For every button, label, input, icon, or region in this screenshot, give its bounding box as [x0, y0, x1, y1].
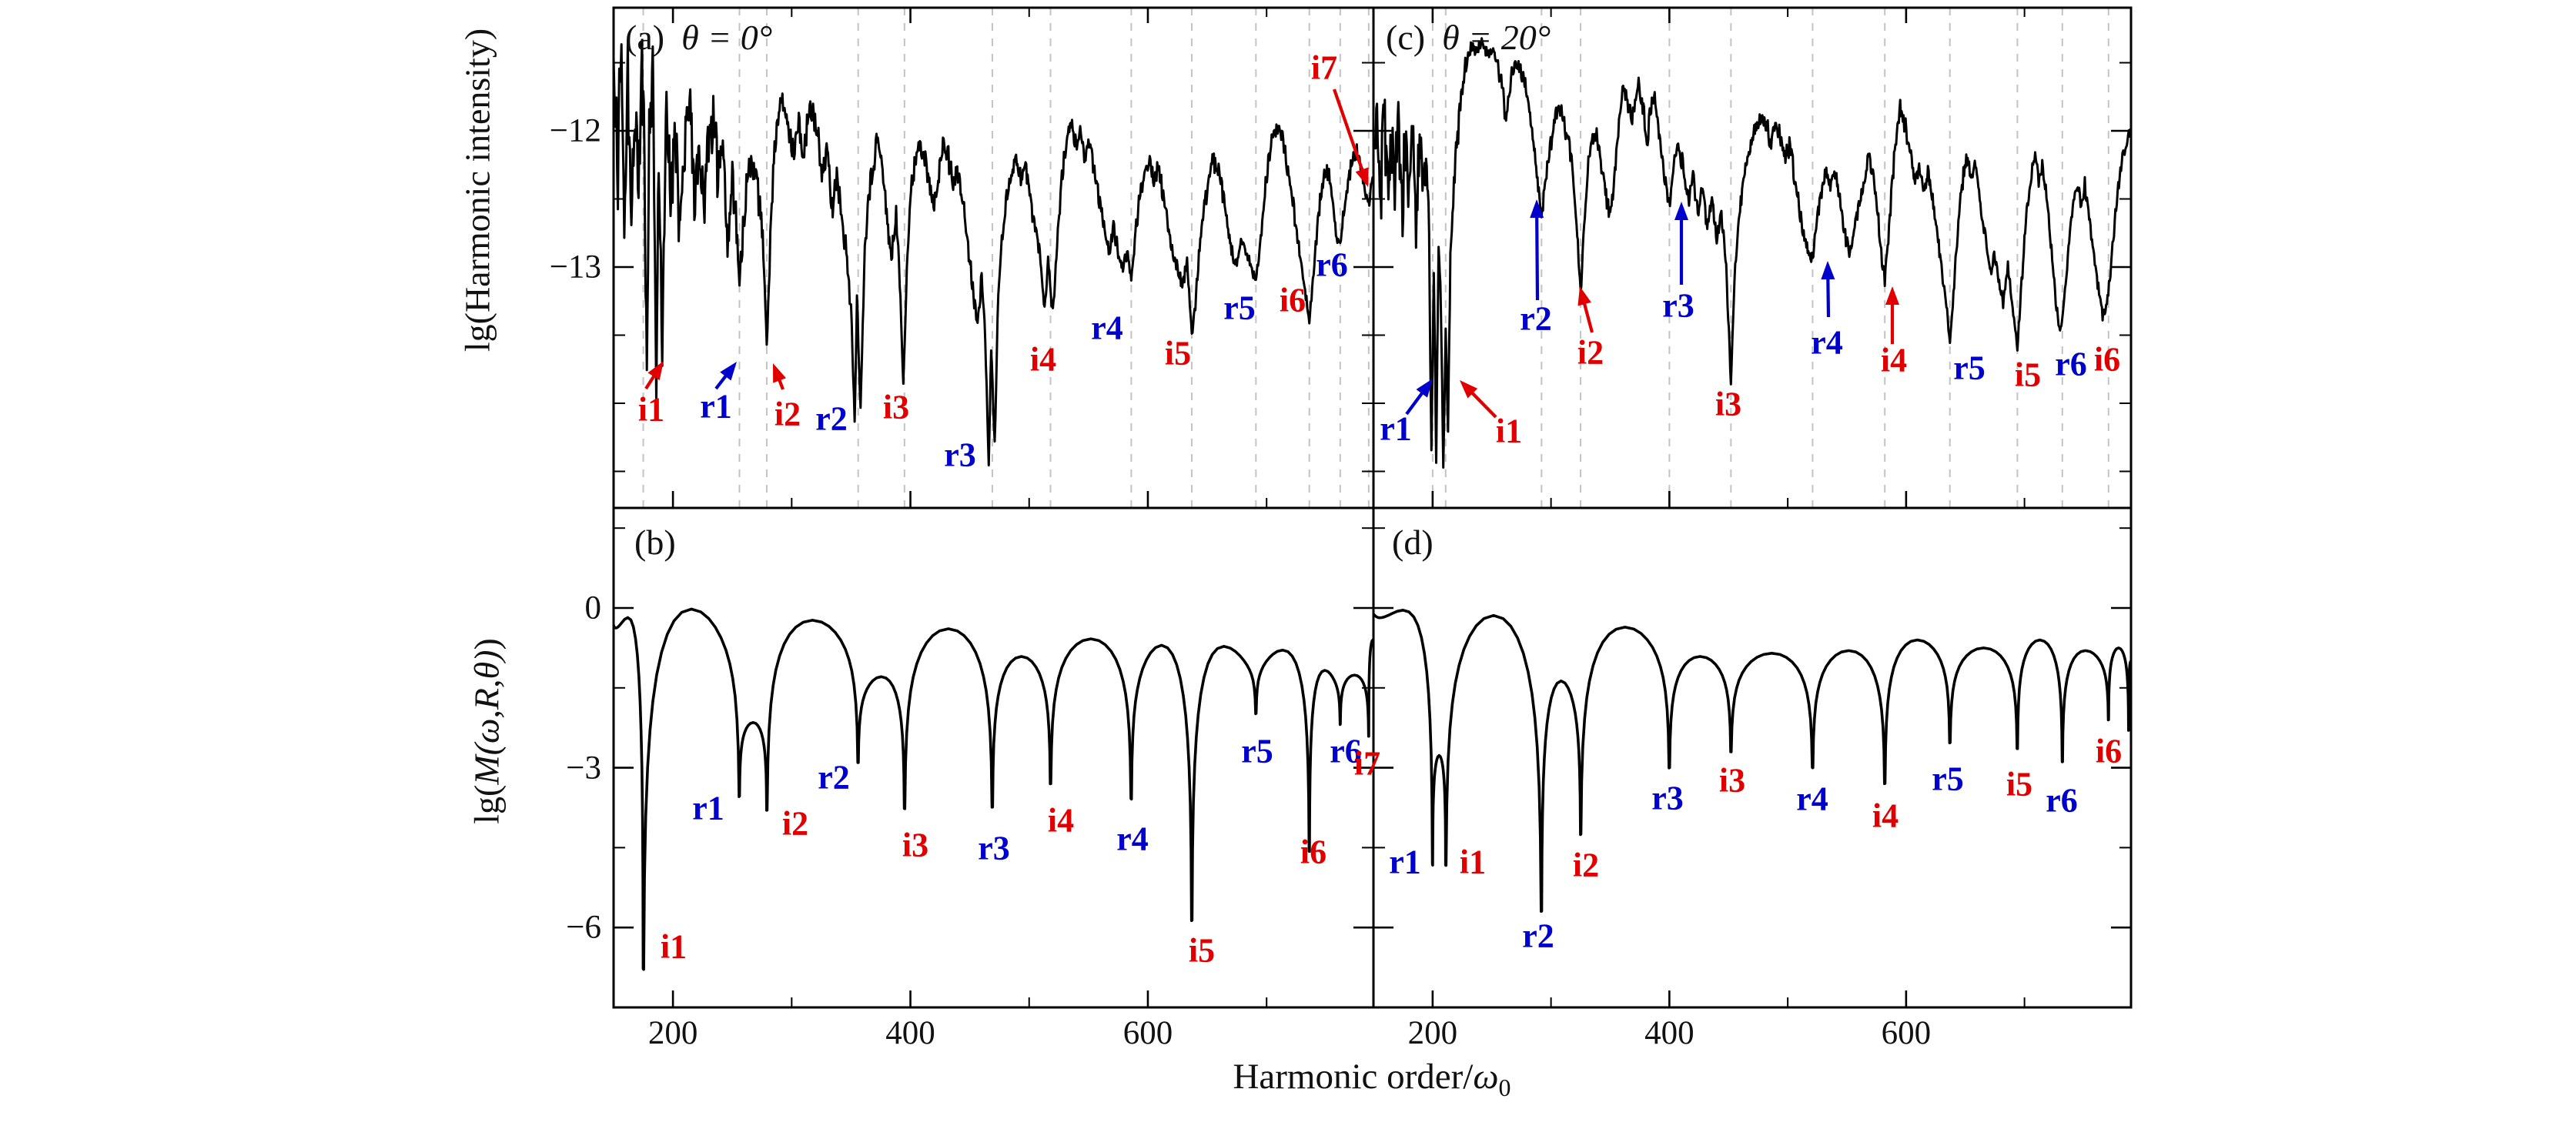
minimum-label-c-r1: r1 — [1380, 409, 1412, 448]
x-tick-label: 600 — [1122, 1015, 1173, 1051]
minimum-label-a-i6: i6 — [1279, 281, 1306, 319]
minimum-label-b-r6: r6 — [1330, 732, 1362, 770]
minimum-label-a-r2: r2 — [815, 399, 848, 438]
minimum-label-b-i5: i5 — [1188, 931, 1216, 970]
minimum-label-c-i1: i1 — [1495, 412, 1523, 450]
minimum-label-b-r3: r3 — [978, 829, 1010, 867]
minimum-label-d-i4: i4 — [1872, 797, 1899, 835]
panel-a-title: (a) θ = 0° — [625, 17, 772, 58]
annotation-arrow-shaft — [1468, 389, 1497, 419]
annotation-arrowhead — [1460, 380, 1478, 399]
annotation-arrow-shaft — [1581, 300, 1594, 333]
x-tick-label: 400 — [885, 1015, 935, 1051]
annotation-arrowhead — [647, 361, 664, 381]
y-tick-label-top: −12 — [549, 112, 601, 149]
minimum-label-b-i7: i7 — [1353, 744, 1381, 783]
minimum-label-b-i6: i6 — [1300, 833, 1327, 871]
minimum-label-d-i1: i1 — [1459, 843, 1487, 881]
harmonic-spectrum-curve-c — [1373, 37, 2131, 469]
minimum-label-b-i4: i4 — [1047, 801, 1075, 840]
y-tick-label-bottom: 0 — [584, 590, 602, 626]
y-tick-label-top: −13 — [549, 249, 601, 286]
harmonic-spectrum-curve-a — [614, 38, 1373, 467]
x-tick-label: 400 — [1644, 1015, 1694, 1051]
minimum-label-b-r2: r2 — [818, 758, 850, 797]
minimum-label-a-r6: r6 — [1316, 246, 1348, 284]
modulation-curve-d — [1373, 608, 2131, 913]
minimum-label-c-r3: r3 — [1662, 286, 1694, 325]
minimum-label-d-r2: r2 — [1522, 917, 1554, 955]
minimum-label-c-i6: i6 — [2093, 340, 2121, 379]
minimum-label-d-r1: r1 — [1389, 843, 1421, 881]
minimum-label-a-i4: i4 — [1029, 340, 1057, 379]
minimum-label-c-r4: r4 — [1811, 323, 1843, 362]
minimum-label-d-r4: r4 — [1796, 780, 1828, 818]
minimum-label-c-r2: r2 — [1520, 299, 1552, 338]
minimum-label-a-r5: r5 — [1223, 289, 1256, 327]
minimum-label-d-r6: r6 — [2046, 781, 2078, 820]
minimum-label-c-i4: i4 — [1880, 341, 1908, 379]
annotation-arrowhead — [1416, 379, 1433, 398]
minimum-label-c-i5: i5 — [2014, 356, 2042, 394]
minimum-label-b-r5: r5 — [1241, 732, 1273, 770]
minimum-label-a-i2: i2 — [774, 395, 801, 433]
annotation-arrow-shaft — [1333, 89, 1365, 174]
panel-d-tag: (d) — [1392, 523, 1434, 562]
annotation-arrowhead — [1355, 167, 1369, 187]
x-tick-label: 200 — [1407, 1015, 1458, 1051]
minimum-label-c-i2: i2 — [1577, 333, 1604, 372]
annotation-arrowhead — [1885, 286, 1899, 305]
annotation-arrowhead — [720, 362, 737, 381]
panel-a-theta: θ = 0° — [681, 18, 773, 57]
annotation-arrowhead — [773, 363, 786, 383]
y-tick-label-bottom: −6 — [566, 909, 601, 946]
minimum-label-a-r1: r1 — [700, 387, 732, 426]
minimum-label-d-i3: i3 — [1718, 761, 1746, 800]
y-tick-label-bottom: −3 — [566, 750, 601, 787]
y-axis-label-bottom: lg(M(ω,R,θ)) — [467, 638, 507, 824]
panel-b-tag: (b) — [634, 523, 676, 562]
minimum-label-d-i6: i6 — [2095, 732, 2123, 770]
minimum-label-d-i2: i2 — [1572, 846, 1600, 884]
minimum-label-a-i5: i5 — [1164, 334, 1192, 372]
minimum-label-d-r5: r5 — [1932, 760, 1964, 798]
panel-c-theta: θ = 20° — [1442, 18, 1551, 57]
annotation-arrowhead — [1674, 202, 1688, 220]
x-tick-label: 200 — [647, 1015, 698, 1051]
panel-c-title: (c) θ = 20° — [1386, 17, 1551, 58]
minimum-label-b-i2: i2 — [781, 804, 809, 843]
annotation-arrow-shaft — [1405, 389, 1426, 416]
minimum-label-a-r3: r3 — [944, 436, 976, 474]
panel-a-tag: (a) — [625, 18, 665, 57]
y-axis-label-top: lg(Harmonic intensity) — [457, 28, 497, 352]
annotation-arrowhead — [1821, 261, 1835, 280]
minimum-label-c-i3: i3 — [1715, 385, 1742, 423]
minimum-label-c-r5: r5 — [1953, 349, 1986, 387]
minimum-label-b-r1: r1 — [692, 789, 724, 827]
minimum-label-a-i7: i7 — [1310, 48, 1338, 87]
annotation-arrowhead — [1577, 286, 1591, 306]
minimum-label-a-i1: i1 — [637, 390, 665, 429]
panel-c-tag: (c) — [1386, 18, 1426, 57]
minimum-label-b-i1: i1 — [660, 927, 687, 966]
minimum-label-c-r6: r6 — [2055, 345, 2087, 383]
minimum-label-d-r3: r3 — [1651, 779, 1684, 817]
minimum-label-d-i5: i5 — [2006, 765, 2033, 803]
minimum-label-a-r4: r4 — [1091, 309, 1123, 347]
minimum-label-b-r4: r4 — [1116, 820, 1149, 858]
x-tick-label: 600 — [1881, 1015, 1932, 1051]
x-axis-label: Harmonic order/ω0 — [1233, 1056, 1511, 1102]
modulation-curve-b — [614, 607, 1373, 971]
minimum-label-b-i3: i3 — [902, 826, 929, 864]
minimum-label-a-i3: i3 — [882, 388, 910, 426]
annotation-arrowhead — [1530, 199, 1544, 219]
